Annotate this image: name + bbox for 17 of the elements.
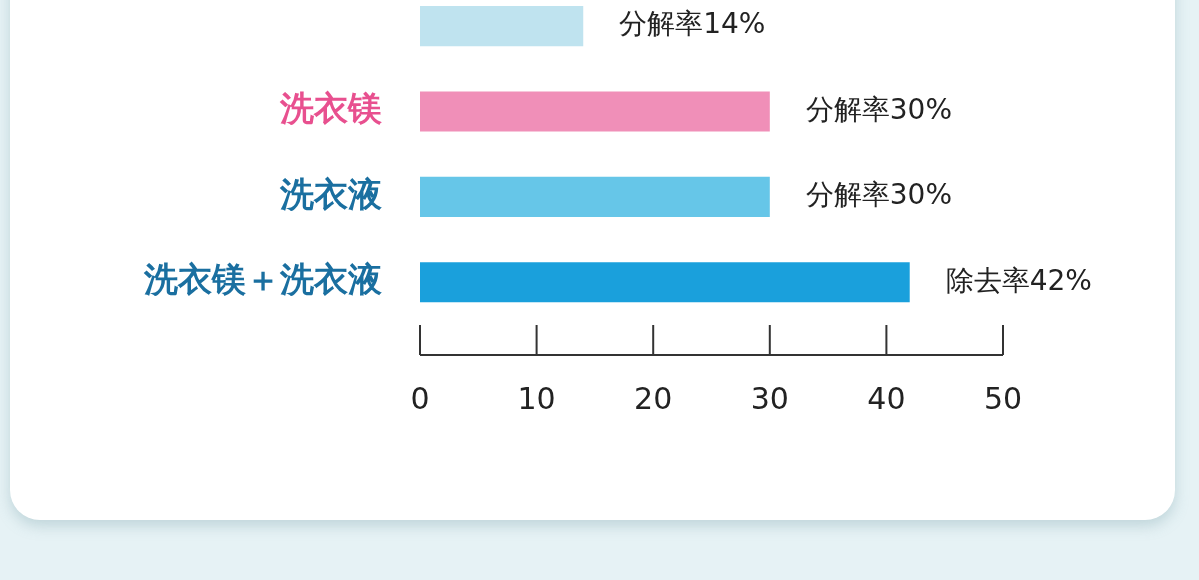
y-tick-label: 洗衣镁＋洗衣液: [143, 259, 382, 300]
data-label: 分解率14%: [619, 7, 766, 41]
x-tick-label: 40: [867, 380, 906, 416]
y-tick-label: 洗衣液: [279, 173, 382, 214]
bar: [420, 176, 770, 217]
x-tick-label: 30: [750, 380, 789, 416]
bar: [420, 262, 910, 303]
data-label: 分解率30%: [805, 92, 953, 126]
x-tick-label: 50: [983, 380, 1023, 416]
x-tick-label: 0: [410, 380, 430, 416]
x-tick-label: 10: [517, 380, 556, 416]
y-tick-label: 洗衣镁: [279, 88, 382, 129]
bar: [420, 6, 584, 47]
data-label: 分解率30%: [805, 178, 953, 212]
data-label: 除去率42%: [945, 263, 1092, 297]
x-tick-label: 20: [634, 380, 673, 416]
bar: [420, 91, 770, 132]
